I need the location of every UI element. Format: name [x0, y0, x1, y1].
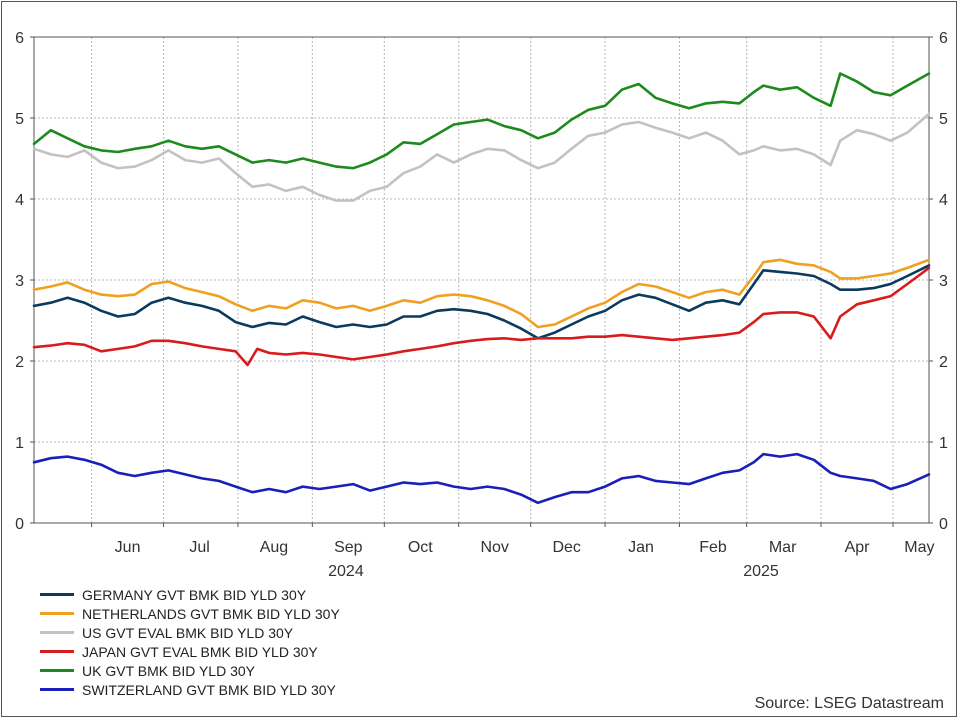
x-year-label: 2025 — [743, 563, 779, 580]
series-line-5 — [32, 452, 931, 505]
x-tick-label: Apr — [845, 539, 871, 556]
source-note: Source: LSEG Datastream — [754, 695, 944, 712]
y-tick-label-left: 5 — [15, 111, 24, 128]
x-tick-label: Jul — [189, 539, 209, 556]
tick-labels: 0 0 1 1 2 2 3 3 4 4 5 5 6 6 Jun Jul Aug Sep Oct Nov Dec Jan Fe… — [15, 30, 948, 580]
y-tick-label-right: 4 — [939, 192, 948, 209]
series-lines — [32, 72, 931, 505]
gridlines — [34, 36, 929, 523]
x-tick-label: Jun — [115, 539, 141, 556]
legend-item: GERMANY GVT BMK BID YLD 30Y — [40, 585, 340, 604]
legend-label: UK GVT BMK BID YLD 30Y — [82, 662, 255, 679]
legend-swatch — [40, 631, 74, 634]
y-tick-label-left: 1 — [15, 435, 24, 452]
y-tick-label-right: 0 — [939, 516, 948, 533]
plot-border — [33, 36, 930, 524]
legend-swatch — [40, 612, 74, 615]
legend: GERMANY GVT BMK BID YLD 30Y NETHERLANDS G… — [40, 585, 340, 699]
legend-swatch — [40, 650, 74, 653]
x-tick-label: May — [904, 539, 934, 556]
y-tick-label-left: 3 — [15, 273, 24, 290]
x-tick-label: Nov — [480, 539, 508, 556]
x-tick-label: Mar — [769, 539, 797, 556]
y-tick-label-left: 2 — [15, 354, 24, 371]
y-tick-label-right: 6 — [939, 30, 948, 47]
y-tick-label-right: 5 — [939, 111, 948, 128]
x-tick-label: Feb — [699, 539, 727, 556]
series-line-4 — [32, 72, 931, 170]
legend-label: NETHERLANDS GVT BMK BID YLD 30Y — [82, 605, 340, 622]
y-tick-label-right: 1 — [939, 435, 948, 452]
x-tick-label: Sep — [334, 539, 363, 556]
y-tick-label-left: 6 — [15, 30, 24, 47]
series-line-2 — [32, 112, 931, 202]
y-tick-label-left: 0 — [15, 516, 24, 533]
x-tick-label: Dec — [552, 539, 580, 556]
legend-swatch — [40, 593, 74, 596]
legend-label: JAPAN GVT EVAL BMK BID YLD 30Y — [82, 643, 318, 660]
legend-swatch — [40, 669, 74, 672]
legend-item: NETHERLANDS GVT BMK BID YLD 30Y — [40, 604, 340, 623]
y-tick-label-left: 4 — [15, 192, 24, 209]
legend-label: GERMANY GVT BMK BID YLD 30Y — [82, 586, 307, 603]
x-year-label: 2024 — [328, 563, 364, 580]
x-tick-label: Oct — [408, 539, 433, 556]
legend-swatch — [40, 688, 74, 691]
x-tick-label: Aug — [260, 539, 288, 556]
y-tick-label-right: 2 — [939, 354, 948, 371]
legend-label: US GVT EVAL BMK BID YLD 30Y — [82, 624, 294, 641]
legend-label: SWITZERLAND GVT BMK BID YLD 30Y — [82, 681, 336, 698]
legend-item: UK GVT BMK BID YLD 30Y — [40, 661, 340, 680]
legend-item: SWITZERLAND GVT BMK BID YLD 30Y — [40, 680, 340, 699]
series-line-1 — [32, 258, 931, 329]
y-tick-label-right: 3 — [939, 273, 948, 290]
x-tick-label: Jan — [628, 539, 654, 556]
series-line-3 — [32, 266, 931, 367]
legend-item: US GVT EVAL BMK BID YLD 30Y — [40, 623, 340, 642]
axes — [30, 36, 933, 527]
series-line-0 — [32, 264, 931, 340]
legend-item: JAPAN GVT EVAL BMK BID YLD 30Y — [40, 642, 340, 661]
